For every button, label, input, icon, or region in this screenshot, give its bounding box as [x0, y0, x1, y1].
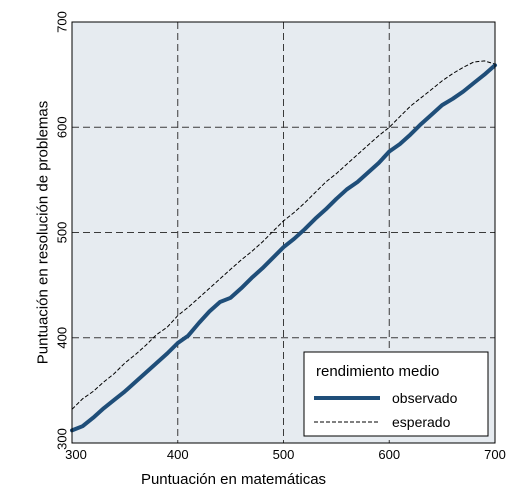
x-tick-label-700: 700 [484, 447, 506, 462]
x-axis-title: Puntuación en matemáticas [141, 471, 326, 488]
tick-labels: 300 400 500 600 700 300 400 500 600 700 [55, 11, 506, 462]
y-tick-label-700: 700 [55, 11, 70, 33]
legend: rendimiento medio observado esperado [303, 351, 489, 437]
x-tick-label-300: 300 [65, 447, 87, 462]
legend-label-esperado: esperado [392, 414, 451, 430]
y-tick-label-400: 400 [55, 327, 70, 349]
legend-label-observado: observado [392, 390, 458, 406]
x-tick-label-600: 600 [378, 447, 400, 462]
legend-title: rendimiento medio [316, 363, 439, 380]
x-tick-label-500: 500 [273, 447, 295, 462]
series-lines [70, 60, 497, 433]
y-tick-label-600: 600 [55, 116, 70, 138]
y-tick-label-300: 300 [55, 428, 70, 450]
series-line-observado [70, 63, 497, 433]
series-line-esperado [71, 60, 496, 410]
y-tick-label-500: 500 [55, 222, 70, 244]
x-tick-label-400: 400 [167, 447, 189, 462]
plot-frame [71, 21, 496, 444]
y-axis-title: Puntuación en resolución de problemas [35, 101, 52, 365]
